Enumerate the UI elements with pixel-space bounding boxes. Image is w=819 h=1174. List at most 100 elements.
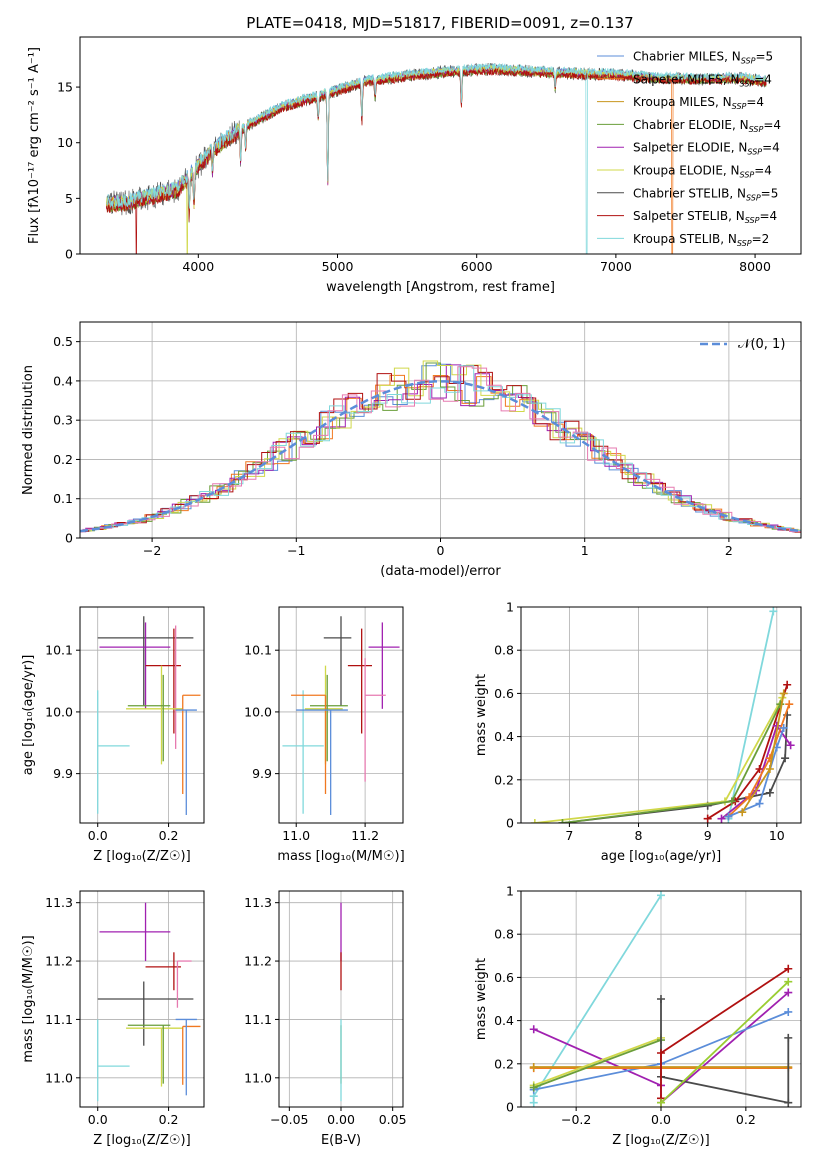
weight-marker xyxy=(769,607,778,616)
y-tick-label: 0.2 xyxy=(494,1056,514,1071)
legend-label: Chabrier ELODIE, NSSP=4 xyxy=(633,118,781,134)
weight-marker xyxy=(529,1083,538,1092)
y-tick-label: 11.1 xyxy=(244,1012,272,1027)
legend-label: Kroupa STELIB, NSSP=2 xyxy=(633,232,769,248)
x-tick-label: −0.05 xyxy=(270,1112,308,1127)
legend-label: Chabrier MILES, NSSP=5 xyxy=(633,50,773,66)
x-tick-label: 1 xyxy=(581,543,589,558)
y-tick-label: 5 xyxy=(65,191,73,206)
y-tick-label: 11.2 xyxy=(244,954,272,969)
x-tick-label: 0.0 xyxy=(651,1112,671,1127)
spectrum-line xyxy=(106,67,767,254)
y-tick-label: 0 xyxy=(506,1100,514,1115)
weight-marker xyxy=(779,723,788,732)
y-tick-label: 0 xyxy=(65,247,73,262)
weight-marker xyxy=(784,977,793,986)
plot-area-mass_weight_vs_Z xyxy=(529,891,793,1107)
y-tick-label: 10.1 xyxy=(244,643,272,658)
legend-label: 𝒩(0, 1) xyxy=(738,337,785,352)
x-tick-label: 0 xyxy=(437,543,445,558)
weight-marker xyxy=(776,700,785,709)
weight-marker xyxy=(784,964,793,973)
axes-frame xyxy=(79,890,205,1108)
y-tick-label: 0.4 xyxy=(494,729,514,744)
y-tick-label: 11.3 xyxy=(244,895,272,910)
x-tick-label: 7000 xyxy=(600,259,632,274)
plot-area-age_vs_mass xyxy=(282,616,400,815)
y-tick-label: 0.4 xyxy=(494,1013,514,1028)
legend-label: Kroupa MILES, NSSP=4 xyxy=(633,95,764,111)
y-tick-label: 11.1 xyxy=(45,1012,73,1027)
x-axis-label: Z [log₁₀(Z/Z☉)] xyxy=(93,1133,190,1148)
x-tick-label: 0.05 xyxy=(379,1112,407,1127)
y-tick-label: 1 xyxy=(506,600,514,615)
x-axis-label: wavelength [Angstrom, rest frame] xyxy=(326,280,555,295)
panel-age_vs_mass: 11.0 11.2 9.9 10.0 10.1 mass [log₁₀(M/M☉)] xyxy=(244,606,405,864)
plot-area-age_vs_Z xyxy=(97,616,201,815)
weight-line xyxy=(727,611,775,819)
y-tick-label: 11.0 xyxy=(244,1070,272,1085)
x-axis-label: mass [log₁₀(M/M☉)] xyxy=(277,849,404,864)
plot-area-mass_weight_vs_age xyxy=(530,607,795,823)
plot-area-mass_vs_Z xyxy=(97,902,201,1102)
weight-marker xyxy=(703,814,712,823)
y-tick-label: 0.8 xyxy=(494,643,514,658)
x-tick-label: 8 xyxy=(635,828,643,843)
x-tick-label: 11.2 xyxy=(351,828,379,843)
y-tick-label: 0.8 xyxy=(494,927,514,942)
y-tick-label: 0.5 xyxy=(53,334,73,349)
axes-frame xyxy=(278,606,404,824)
weight-line xyxy=(534,697,784,823)
panel-mass_vs_Z: 0.0 0.2 11.0 11.1 11.2 11.3 Z [log₁₀(Z/Z☉)] mas… xyxy=(21,890,205,1148)
weight-marker xyxy=(765,765,774,773)
x-tick-label: 9 xyxy=(704,828,712,843)
weight-marker xyxy=(724,812,733,821)
weight-marker xyxy=(657,995,665,1003)
x-tick-label: −0.2 xyxy=(561,1112,591,1127)
axes-frame xyxy=(79,606,205,824)
y-axis-label: Flux [fλ10⁻¹⁷ erg cm⁻² s⁻¹ A⁻¹] xyxy=(27,47,42,244)
axes-frame xyxy=(79,36,802,255)
y-axis-label: mass [log₁₀(M/M☉)] xyxy=(21,935,36,1062)
x-axis-label: age [log₁₀(age/yr)] xyxy=(601,849,722,864)
y-tick-label: 11.0 xyxy=(45,1070,73,1085)
y-tick-label: 0.2 xyxy=(494,772,514,787)
weight-marker xyxy=(657,1098,665,1107)
y-tick-label: 15 xyxy=(57,80,73,95)
weight-line xyxy=(533,1037,662,1087)
plot-area-residuals xyxy=(80,360,801,533)
x-tick-label: 11.0 xyxy=(282,828,310,843)
weight-marker xyxy=(717,814,726,823)
x-tick-label: 8000 xyxy=(739,259,771,274)
panel-mass_weight_vs_Z: −0.2 0.0 0.2 0 0.2 0.4 0.6 0.8 1 Z [log₁₀(Z/Z☉)] m… xyxy=(474,884,802,1148)
weight-line xyxy=(660,981,789,1104)
weight-line xyxy=(660,968,789,1099)
y-tick-label: 11.2 xyxy=(45,954,73,969)
weight-marker xyxy=(785,700,794,709)
weight-marker xyxy=(657,891,665,900)
x-tick-label: 0.2 xyxy=(736,1112,756,1127)
x-tick-label: 10 xyxy=(769,828,785,843)
weight-marker xyxy=(781,754,790,763)
weight-line xyxy=(660,999,790,1104)
legend-label: Salpeter ELODIE, NSSP=4 xyxy=(633,141,780,157)
legend-label: Salpeter MILES, NSSP=4 xyxy=(633,72,772,88)
weight-marker xyxy=(784,1033,793,1042)
x-tick-label: 0.2 xyxy=(159,1112,179,1127)
histogram-step xyxy=(80,366,801,533)
x-axis-label: E(B-V) xyxy=(321,1133,361,1148)
figure-title: PLATE=0418, MJD=51817, FIBERID=0091, z=0… xyxy=(246,14,633,32)
x-tick-label: 7 xyxy=(565,828,573,843)
normal-curve xyxy=(80,380,801,533)
y-tick-label: 9.9 xyxy=(252,766,272,781)
weight-line xyxy=(707,684,789,820)
y-tick-label: 9.9 xyxy=(53,766,73,781)
weight-marker xyxy=(530,819,539,823)
y-tick-label: 0.4 xyxy=(53,373,73,388)
y-tick-label: 0.6 xyxy=(494,970,514,985)
weight-marker xyxy=(765,788,774,797)
legend-label: Chabrier STELIB, NSSP=5 xyxy=(633,186,778,202)
weight-marker xyxy=(529,1025,538,1034)
